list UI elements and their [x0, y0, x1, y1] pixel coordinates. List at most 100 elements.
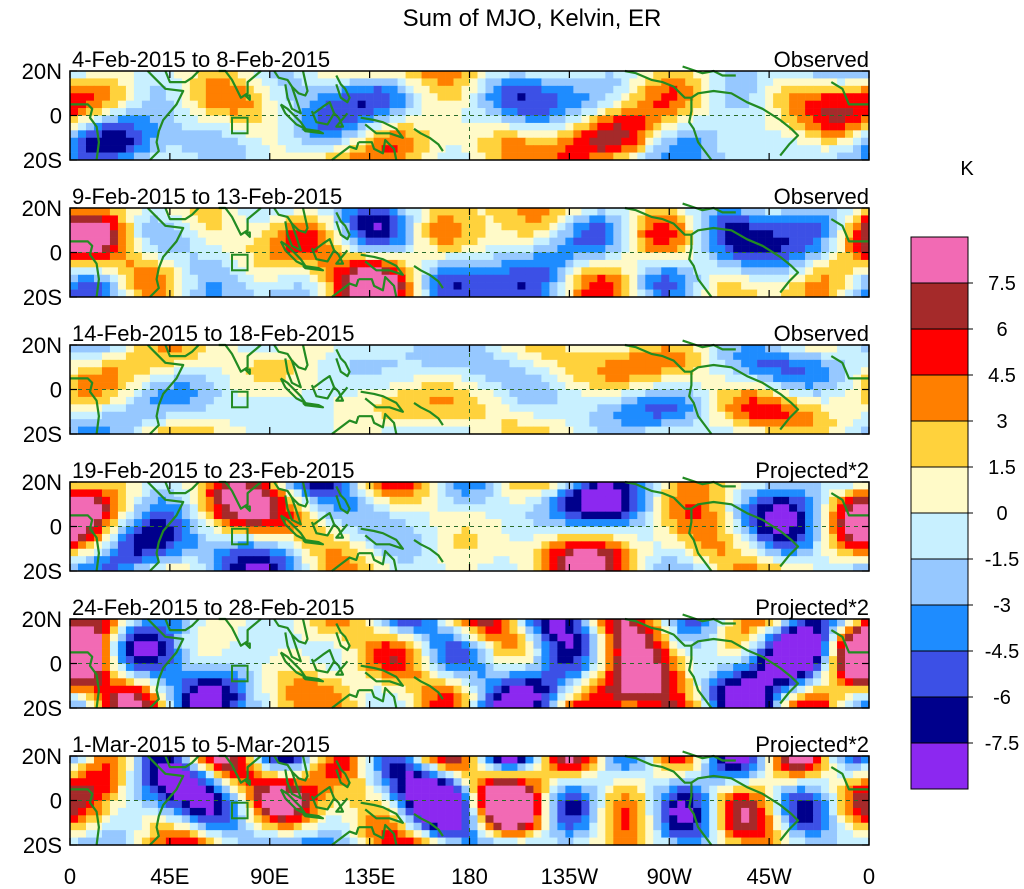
field-cell	[517, 359, 526, 368]
field-cell	[213, 237, 223, 246]
field-cell	[733, 267, 742, 276]
field-cell	[509, 100, 518, 109]
field-cell	[709, 237, 718, 246]
field-cell	[357, 282, 366, 290]
field-cell	[173, 289, 183, 298]
field-cell	[669, 259, 678, 268]
field-cell	[853, 482, 862, 490]
field-cell	[789, 519, 798, 527]
field-cell	[749, 245, 758, 253]
field-cell	[373, 93, 382, 101]
field-cell	[701, 130, 710, 139]
field-cell	[517, 122, 526, 131]
field-cell	[189, 511, 199, 520]
field-cell	[117, 252, 127, 261]
field-cell	[133, 489, 143, 498]
field-cell	[101, 496, 111, 505]
field-cell	[341, 130, 350, 139]
field-cell	[445, 78, 454, 87]
field-cell	[621, 267, 630, 276]
field-cell	[197, 519, 207, 527]
field-cell	[277, 426, 287, 435]
field-cell	[781, 389, 790, 398]
field-cell	[405, 541, 414, 550]
field-cell	[613, 137, 622, 146]
field-cell	[189, 78, 199, 87]
field-cell	[661, 345, 670, 353]
field-cell	[781, 533, 790, 542]
field-cell	[325, 411, 334, 420]
field-cell	[277, 230, 287, 238]
coastline	[335, 348, 351, 378]
field-cell	[645, 137, 654, 146]
field-cell	[109, 548, 119, 557]
field-cell	[581, 345, 590, 353]
field-cell	[757, 382, 766, 390]
field-cell	[501, 115, 510, 124]
field-cell	[669, 411, 678, 420]
field-cell	[685, 215, 694, 224]
field-cell	[717, 274, 726, 283]
field-cell	[253, 115, 263, 124]
field-cell	[565, 389, 574, 398]
field-cell	[557, 404, 566, 413]
field-cell	[149, 396, 159, 405]
field-cell	[805, 382, 814, 390]
field-cell	[269, 78, 279, 87]
field-cell	[597, 122, 606, 131]
field-cell	[349, 274, 358, 283]
field-cell	[861, 259, 870, 268]
field-cell	[173, 563, 183, 572]
field-cell	[573, 85, 582, 94]
field-cell	[821, 411, 830, 420]
field-cell	[317, 556, 326, 564]
field-cell	[437, 100, 446, 109]
field-cell	[741, 108, 750, 116]
field-cell	[565, 252, 574, 261]
field-cell	[725, 145, 734, 153]
field-cell	[501, 548, 510, 557]
field-cell	[829, 267, 838, 276]
field-cell	[461, 85, 470, 94]
field-cell	[549, 489, 558, 498]
field-cell	[293, 93, 303, 101]
field-cell	[301, 419, 310, 427]
field-cell	[141, 396, 151, 405]
field-cell	[541, 93, 550, 101]
field-cell	[205, 504, 215, 512]
field-cell	[125, 367, 135, 375]
field-cell	[725, 556, 734, 564]
field-cell	[701, 382, 710, 390]
field-cell	[261, 359, 271, 368]
field-cell	[597, 352, 606, 361]
field-cell	[93, 122, 103, 131]
field-cell	[573, 222, 582, 231]
field-cell	[781, 93, 790, 101]
field-cell	[109, 482, 119, 490]
field-cell	[237, 556, 247, 564]
field-cell	[557, 230, 566, 238]
field-cell	[461, 489, 470, 498]
field-cell	[597, 504, 606, 512]
field-cell	[189, 496, 199, 505]
field-cell	[349, 259, 358, 268]
field-cell	[341, 137, 350, 146]
field-cell	[213, 145, 223, 153]
field-cell	[309, 504, 318, 512]
field-cell	[77, 548, 87, 557]
field-cell	[357, 556, 366, 564]
field-cell	[469, 482, 478, 490]
field-cell	[133, 548, 143, 557]
field-cell	[573, 519, 582, 527]
field-cell	[589, 289, 598, 298]
field-cell	[829, 526, 838, 535]
field-cell	[341, 411, 350, 420]
field-cell	[93, 230, 103, 238]
field-cell	[141, 215, 151, 224]
field-cell	[485, 389, 494, 398]
field-cell	[757, 252, 766, 261]
field-cell	[445, 489, 454, 498]
field-cell	[861, 85, 870, 94]
field-cell	[613, 419, 622, 427]
